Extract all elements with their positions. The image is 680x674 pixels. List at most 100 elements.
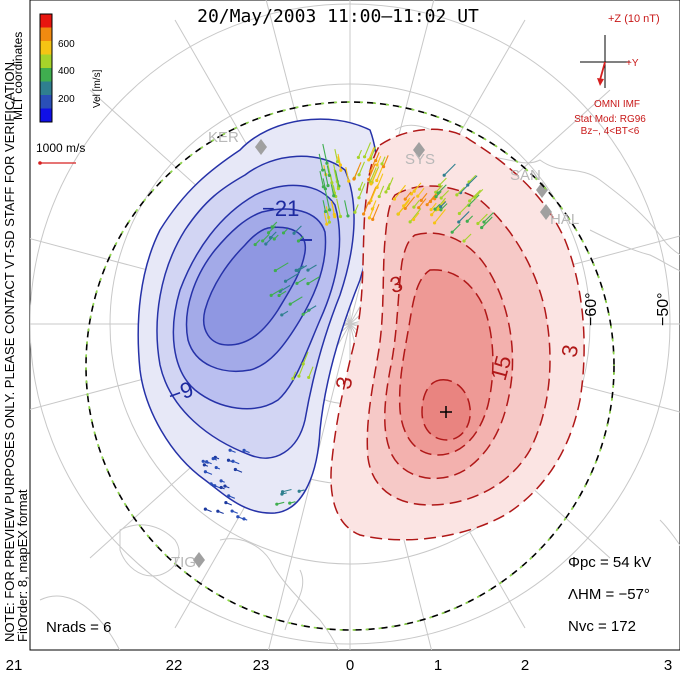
vector-origin (403, 206, 407, 211)
vector-origin (416, 194, 420, 198)
colorbar-segment (40, 27, 52, 42)
vector-origin (465, 219, 469, 223)
station-label-tig: TIG (171, 554, 196, 571)
velocity-vector (293, 225, 302, 234)
velocity-vector (369, 158, 376, 172)
vector-origin (437, 183, 442, 187)
velocity-vector (468, 194, 480, 206)
station-label-sys: SYS (405, 151, 435, 168)
velocity-vectors (201, 142, 494, 521)
vector-origin (242, 448, 246, 452)
vector-origin (203, 507, 207, 511)
vector-origin (473, 195, 477, 199)
vector-origin (283, 279, 288, 283)
velocity-vector (403, 197, 411, 207)
vector-origin (281, 231, 286, 235)
velocity-vector (368, 163, 376, 180)
vector-origin (468, 199, 472, 203)
vector-origin (377, 194, 381, 199)
heppner-maynard-boundary (85, 101, 615, 631)
mlt-label-23: 23 (253, 657, 270, 674)
imf-model-label: Stat Mod: RG96 (574, 114, 646, 125)
vector-origin (223, 484, 227, 488)
station-label-hal: HAL (550, 211, 579, 228)
velocity-vector (443, 163, 456, 176)
mlt-label-21: 21 (6, 657, 23, 674)
vector-origin (381, 164, 386, 169)
velocity-vector (332, 185, 337, 197)
station-label-ker: KER (208, 129, 239, 146)
vector-origin (380, 162, 384, 166)
vector-origin (321, 168, 325, 172)
vector-origin (336, 187, 341, 191)
velocity-vector (417, 187, 425, 197)
velocity-vector (322, 200, 327, 212)
vector-origin (356, 155, 361, 160)
vector-origin (362, 155, 367, 159)
vector-origin (330, 181, 334, 185)
vector-origin (402, 204, 406, 208)
vector-origin (433, 207, 437, 211)
colorbar-segment (40, 41, 52, 55)
page-title: 20/May/2003 11:00–11:02 UT (197, 6, 479, 27)
velocity-vector (307, 264, 317, 271)
vector-origin (226, 458, 231, 462)
lat-label-60: −60° (583, 292, 600, 326)
velocity-vector (275, 262, 289, 272)
vector-origin (367, 216, 372, 220)
vector-origin (219, 479, 223, 483)
vector-origin (430, 213, 434, 217)
vector-origin (202, 463, 206, 467)
velocity-vector (376, 165, 384, 181)
vector-origin (301, 312, 305, 316)
velocity-vector (358, 183, 366, 198)
vector-origin (412, 205, 416, 209)
velocity-vector (337, 153, 341, 166)
vector-origin (261, 239, 265, 243)
lat-label-50: −50° (655, 292, 672, 326)
vector-origin (347, 179, 351, 183)
velocity-vector (376, 173, 384, 188)
vector-origin (327, 173, 331, 177)
vector-origin (277, 293, 281, 298)
vector-origin (327, 220, 332, 224)
vector-origin (228, 448, 232, 452)
vector-origin (292, 231, 296, 235)
mlt-label-22: 22 (166, 657, 183, 674)
velocity-vector (296, 277, 306, 284)
velocity-vector (298, 363, 305, 377)
vector-origin (264, 242, 268, 246)
vector-origin (368, 169, 373, 173)
vector-origin (214, 465, 218, 470)
vector-origin (295, 281, 299, 285)
vector-origin (326, 183, 330, 188)
velocity-vector (297, 265, 308, 272)
vector-origin (384, 190, 388, 194)
vector-origin (466, 183, 470, 187)
velocity-vector (358, 161, 365, 175)
colorbar-segment (40, 81, 52, 96)
velocity-vector (370, 184, 379, 201)
imf-y-label: +Y (626, 58, 639, 69)
vector-origin (297, 489, 301, 493)
vector-origin (439, 205, 443, 209)
velocity-vector (458, 211, 470, 223)
velocity-vector (481, 216, 493, 228)
velocity-vector (440, 190, 450, 199)
imf-z-label: +Z (10 nT) (608, 13, 660, 25)
velocity-colorbar: 600 400 200 Vel [m/s] (39, 13, 103, 123)
velocity-vector (363, 202, 369, 215)
vector-origin (333, 215, 337, 219)
vector-origin (411, 217, 416, 222)
velocity-vector (474, 189, 484, 198)
vector-origin (367, 158, 371, 162)
velocity-vector (434, 209, 446, 224)
vector-origin (266, 231, 271, 235)
vector-origin (358, 187, 362, 191)
velocity-vector (437, 184, 447, 194)
vector-origin (242, 517, 246, 521)
velocity-vector (268, 225, 276, 234)
contour-label-pos3b: 3 (331, 375, 358, 391)
velocity-vector (353, 162, 362, 180)
velocity-vector (368, 147, 375, 161)
